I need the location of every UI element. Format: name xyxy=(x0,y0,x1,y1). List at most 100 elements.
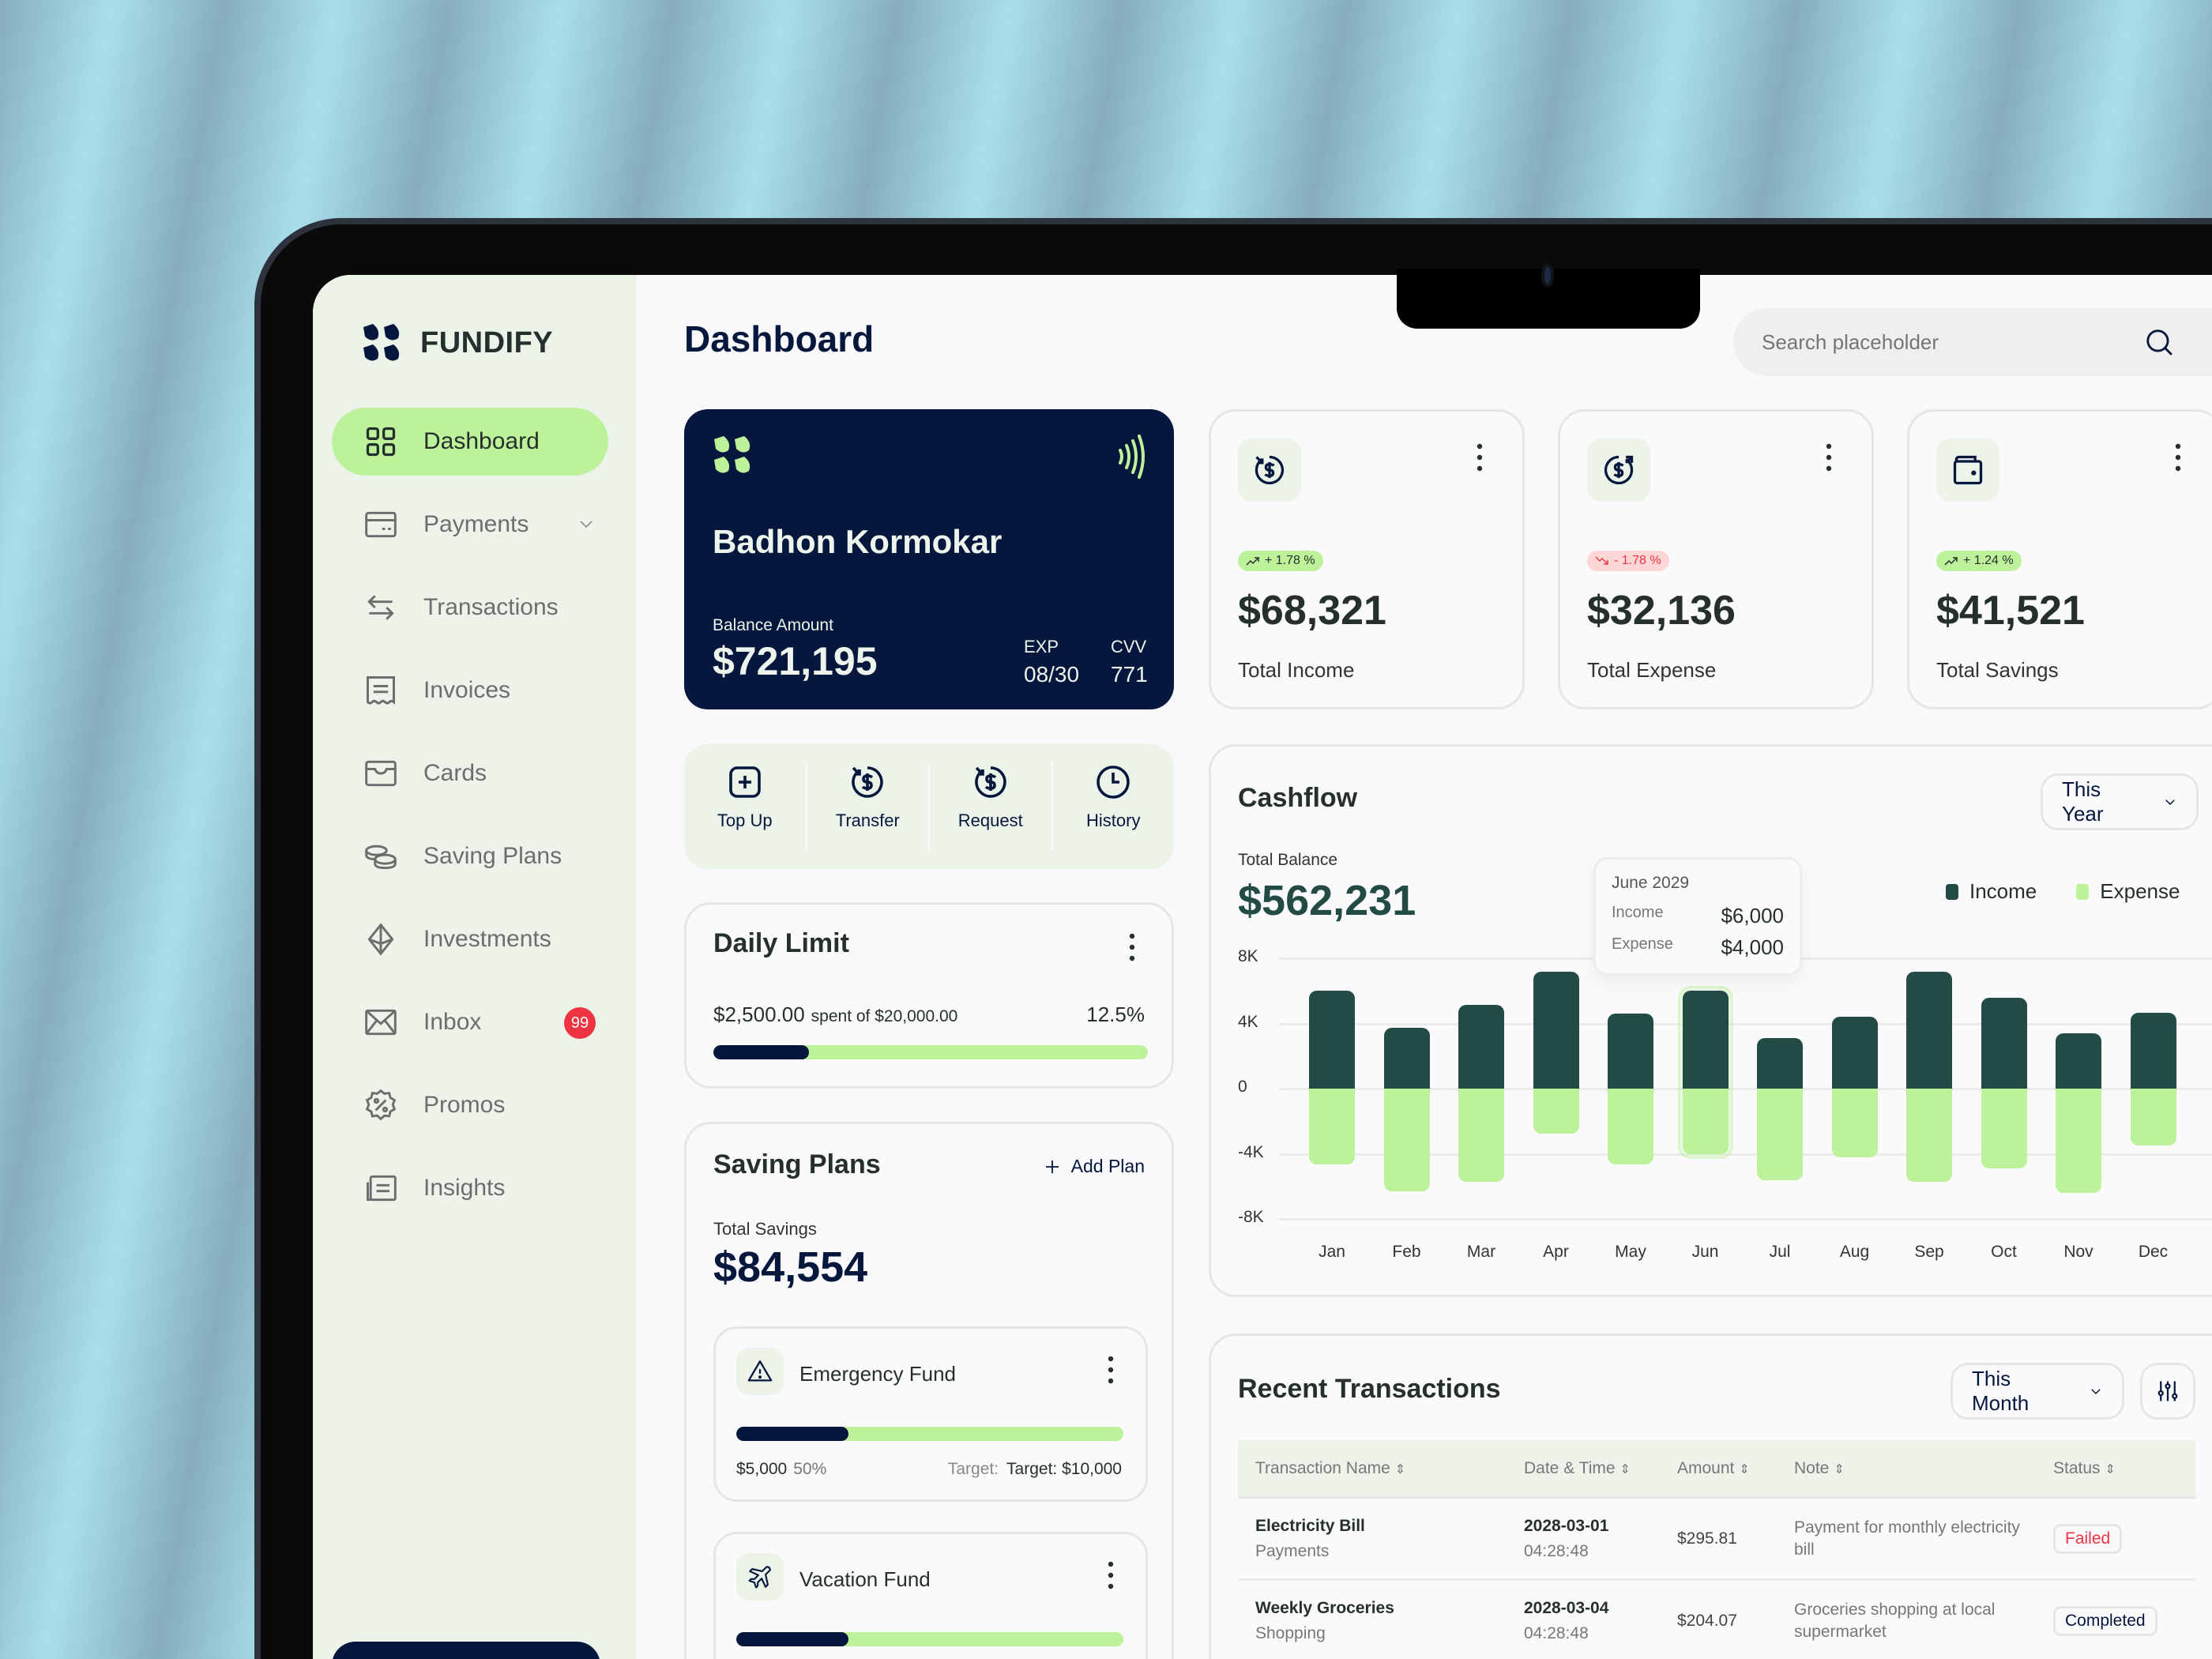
tooltip-value: $4,000 xyxy=(1721,935,1784,959)
sidebar-item-cards[interactable]: Cards xyxy=(332,739,608,807)
add-plan-button[interactable]: Add Plan xyxy=(1044,1156,1145,1177)
search-icon[interactable] xyxy=(2144,327,2174,357)
x-axis-tick: Sep xyxy=(1914,1243,1944,1261)
more-vertical-icon[interactable] xyxy=(1824,443,1834,472)
cell-status: Failed xyxy=(2053,1523,2195,1554)
more-vertical-icon[interactable] xyxy=(1106,1561,1115,1589)
sidebar-item-inbox[interactable]: Inbox 99 xyxy=(332,988,608,1056)
transfer-button[interactable]: Transfer xyxy=(807,763,930,850)
tooltip-label: Income xyxy=(1612,904,1664,921)
stat-value: $32,136 xyxy=(1587,588,1736,634)
chevron-down-icon[interactable] xyxy=(577,514,596,533)
table-row[interactable]: Electricity Bill Payments 2028-03-01 04:28… xyxy=(1238,1499,2195,1581)
plus-square-icon xyxy=(728,766,761,798)
column-header-status[interactable]: Status ⇕ xyxy=(2053,1459,2195,1478)
sidebar-item-label: Inbox xyxy=(423,1009,482,1035)
sidebar-item-transactions[interactable]: Transactions xyxy=(332,574,608,641)
more-vertical-icon[interactable] xyxy=(1127,933,1137,961)
search-input[interactable] xyxy=(1762,329,2094,355)
plan-progress xyxy=(736,1632,1123,1646)
income-bar[interactable] xyxy=(1458,1004,1504,1089)
period-dropdown[interactable]: This Year xyxy=(2041,773,2199,830)
transaction-amount: $295.81 xyxy=(1677,1529,1737,1548)
sidebar-item-promos[interactable]: Promos xyxy=(332,1071,608,1139)
sidebar-item-dashboard[interactable]: Dashboard xyxy=(332,408,608,476)
sidebar-item-investments[interactable]: Investments xyxy=(332,905,608,973)
app-window: FUNDIFY Dashboard Payments Transactions … xyxy=(313,275,2212,1659)
expense-bar[interactable] xyxy=(2056,1089,2101,1193)
income-bar[interactable] xyxy=(1981,997,2027,1089)
income-bar[interactable] xyxy=(1682,991,1729,1089)
warning-triangle-icon xyxy=(747,1360,773,1382)
filter-button[interactable] xyxy=(2140,1363,2195,1420)
stat-icon-box xyxy=(1587,438,1650,502)
top-up-button[interactable]: Top Up xyxy=(684,763,807,850)
trend-value: + 1.24 % xyxy=(1963,554,2014,567)
plan-current: $5,000 50% xyxy=(736,1460,826,1479)
income-bar[interactable] xyxy=(1757,1038,1803,1089)
dollar-in-icon xyxy=(1255,455,1285,485)
brand[interactable]: FUNDIFY xyxy=(360,322,553,363)
transaction-amount: $204.07 xyxy=(1677,1611,1737,1630)
legend-income[interactable]: Income xyxy=(1946,879,2037,904)
sidebar-item-saving-plans[interactable]: Saving Plans xyxy=(332,822,608,890)
request-button[interactable]: Request xyxy=(930,763,1053,850)
transaction-note: Payment for monthly electricity bill xyxy=(1794,1518,2020,1559)
transaction-category: Shopping xyxy=(1255,1623,1326,1642)
column-header-name[interactable]: Transaction Name ⇕ xyxy=(1238,1459,1524,1478)
expense-bar[interactable] xyxy=(1608,1089,1653,1164)
income-bar[interactable] xyxy=(2056,1033,2101,1089)
legend-label: Expense xyxy=(2100,879,2180,903)
expense-bar[interactable] xyxy=(1981,1089,2027,1169)
expense-bar[interactable] xyxy=(1757,1089,1803,1180)
more-vertical-icon[interactable] xyxy=(1475,443,1484,472)
y-axis-tick: 8K xyxy=(1238,947,1258,965)
trend-value: + 1.78 % xyxy=(1265,554,1315,567)
income-bar[interactable] xyxy=(2130,1013,2176,1089)
income-bar[interactable] xyxy=(1383,1027,1430,1089)
history-button[interactable]: History xyxy=(1053,763,1175,850)
cell-status: Completed xyxy=(2053,1605,2195,1636)
income-bar[interactable] xyxy=(1831,1017,1878,1089)
sidebar-item-insights[interactable]: Insights xyxy=(332,1154,608,1222)
expense-bar[interactable] xyxy=(1533,1089,1579,1134)
expense-bar[interactable] xyxy=(2130,1089,2176,1146)
income-bar[interactable] xyxy=(1533,971,1579,1089)
trend-up-icon xyxy=(1246,557,1259,566)
expense-bar[interactable] xyxy=(1906,1089,1952,1182)
more-vertical-icon[interactable] xyxy=(2173,443,2183,472)
column-header-date[interactable]: Date & Time ⇕ xyxy=(1524,1459,1677,1478)
saving-plans-card: Saving Plans Add Plan Total Savings $84,… xyxy=(684,1122,1174,1659)
period-value: This Month xyxy=(1972,1367,2030,1415)
y-axis-tick: -4K xyxy=(1238,1142,1264,1161)
expense-bar[interactable] xyxy=(1309,1089,1355,1164)
income-bar[interactable] xyxy=(1608,1014,1653,1089)
saving-plan-item[interactable]: Emergency Fund $5,000 50% Target: Target: … xyxy=(713,1326,1148,1502)
saving-plan-item[interactable]: Vacation Fund xyxy=(713,1532,1148,1659)
column-header-amount[interactable]: Amount ⇕ xyxy=(1677,1459,1794,1478)
sidebar-item-invoices[interactable]: Invoices xyxy=(332,656,608,724)
wallet-icon xyxy=(1953,455,1983,485)
more-vertical-icon[interactable] xyxy=(1106,1356,1115,1384)
income-bar[interactable] xyxy=(1906,971,1952,1089)
period-dropdown[interactable]: This Month xyxy=(1951,1363,2124,1420)
expense-bar[interactable] xyxy=(1831,1089,1878,1157)
x-axis-tick: Nov xyxy=(2063,1243,2094,1261)
table-row[interactable]: Weekly Groceries Shopping 2028-03-04 04:28… xyxy=(1238,1581,2195,1659)
plan-name: Emergency Fund xyxy=(799,1362,956,1386)
expense-bar[interactable] xyxy=(1383,1089,1430,1191)
sidebar-item-label: Cards xyxy=(423,760,487,786)
expense-bar[interactable] xyxy=(1458,1089,1504,1182)
legend-expense[interactable]: Expense xyxy=(2076,879,2180,904)
exp-value: 08/30 xyxy=(1024,662,1080,687)
page-title: Dashboard xyxy=(684,318,875,359)
cashflow-card: Cashflow This Year Total Balance $562,23… xyxy=(1209,744,2212,1297)
search-bar[interactable] xyxy=(1733,308,2212,376)
expense-bar[interactable] xyxy=(1682,1089,1729,1154)
bank-card[interactable]: Badhon Kormokar Balance Amount $721,195 … xyxy=(684,409,1174,709)
column-header-note[interactable]: Note ⇕ xyxy=(1794,1459,2053,1478)
income-bar[interactable] xyxy=(1309,991,1355,1089)
sidebar-item-payments[interactable]: Payments xyxy=(332,491,608,559)
sidebar-promo-card[interactable] xyxy=(332,1642,600,1659)
trend-badge: - 1.78 % xyxy=(1587,551,1669,571)
